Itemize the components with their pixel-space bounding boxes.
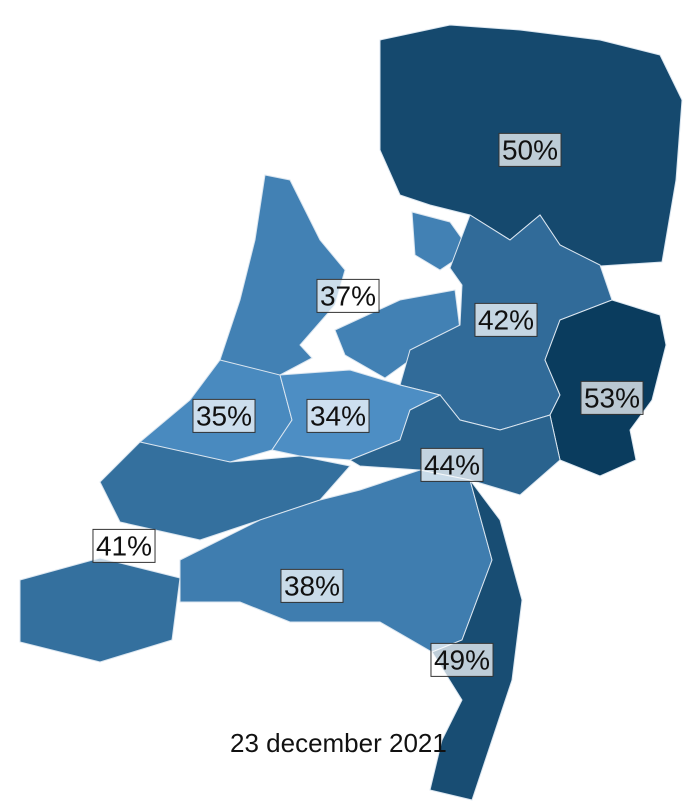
date: 23 december 2021 bbox=[230, 728, 447, 758]
label-box bbox=[192, 398, 256, 433]
region-label: 41% bbox=[96, 530, 152, 561]
label-box bbox=[420, 447, 484, 482]
region-label: 35% bbox=[196, 400, 252, 431]
region-label: 53% bbox=[584, 382, 640, 413]
region bbox=[429, 479, 523, 801]
region-label: 44% bbox=[424, 449, 480, 480]
region-label: 42% bbox=[478, 304, 534, 335]
region-label: 38% bbox=[284, 570, 340, 601]
region-label: 37% bbox=[320, 280, 376, 311]
region-labels: 50% 37% 42% 53% 35% 34% 44% 41% 38% 49% bbox=[92, 132, 644, 677]
label-box bbox=[280, 568, 344, 603]
label-box bbox=[306, 398, 370, 433]
region bbox=[219, 174, 346, 391]
label-box bbox=[580, 380, 644, 415]
region-label: 34% bbox=[310, 400, 366, 431]
region bbox=[348, 394, 561, 496]
label-box bbox=[474, 302, 538, 337]
region-label: 50% bbox=[502, 134, 558, 165]
region bbox=[19, 557, 181, 663]
label-box bbox=[430, 642, 494, 677]
label-box bbox=[92, 528, 156, 563]
label-box bbox=[498, 132, 562, 167]
label-box bbox=[316, 278, 380, 313]
region-label: 49% bbox=[434, 644, 490, 675]
